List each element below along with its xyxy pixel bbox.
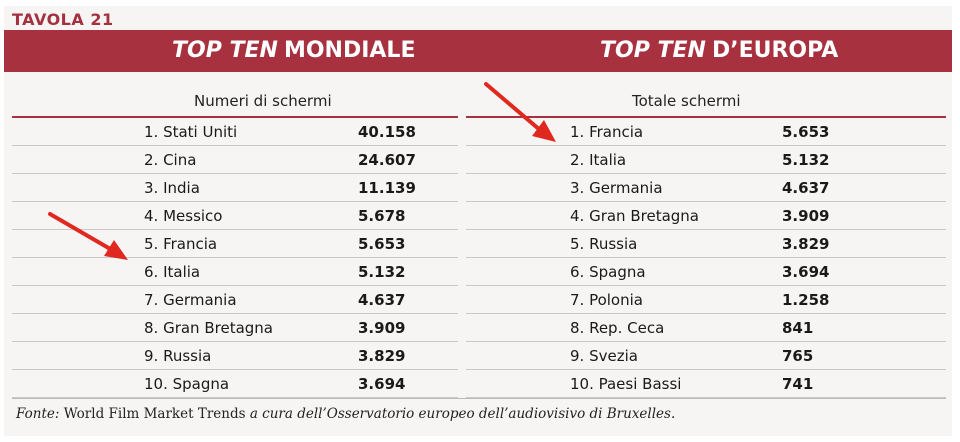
- title-europe-rest: D’EUROPA: [711, 38, 839, 63]
- country-name: 6. Spagna: [570, 263, 646, 281]
- screen-count: 5.653: [782, 123, 830, 141]
- screen-count: 5.653: [358, 235, 406, 253]
- table-row: 3. India 11.139: [12, 174, 458, 202]
- country-name: 3. Germania: [570, 179, 663, 197]
- red-arrow-icon: [484, 82, 556, 142]
- world-table: 1. Stati Uniti 40.158 2. Cina 24.607 3. In…: [12, 118, 458, 398]
- title-europe: TOP TEN D’EUROPA: [600, 30, 838, 72]
- table-label: TAVOLA 21: [12, 10, 114, 29]
- screen-count: 24.607: [358, 151, 416, 169]
- table-row: 5. Russia 3.829: [466, 230, 946, 258]
- country-name: 9. Svezia: [570, 347, 638, 365]
- screen-count: 3.694: [358, 375, 406, 393]
- screen-count: 741: [782, 375, 814, 393]
- country-name: 8. Rep. Ceca: [570, 319, 665, 337]
- country-name: 1. Francia: [570, 123, 644, 141]
- screen-count: 841: [782, 319, 814, 337]
- country-name: 2. Cina: [144, 151, 197, 169]
- table-row: 2. Italia 5.132: [466, 146, 946, 174]
- country-name: 3. India: [144, 179, 200, 197]
- country-name: 4. Messico: [144, 207, 223, 225]
- country-name: 1. Stati Uniti: [144, 123, 238, 141]
- screen-count: 765: [782, 347, 814, 365]
- title-band: TOP TEN MONDIALE TOP TEN D’EUROPA: [4, 30, 952, 72]
- country-name: 8. Gran Bretagna: [144, 319, 273, 337]
- country-name: 9. Russia: [144, 347, 212, 365]
- screen-count: 3.829: [782, 235, 830, 253]
- screen-count: 4.637: [358, 291, 406, 309]
- table-row: 4. Messico 5.678: [12, 202, 458, 230]
- table-row: 9. Svezia 765: [466, 342, 946, 370]
- table-row: 7. Germania 4.637: [12, 286, 458, 314]
- country-name: 10. Paesi Bassi: [570, 375, 682, 393]
- screen-count: 3.909: [782, 207, 830, 225]
- table-row: 6. Spagna 3.694: [466, 258, 946, 286]
- table-row: 3. Germania 4.637: [466, 174, 946, 202]
- europe-table: 1. Francia 5.653 2. Italia 5.132 3. German…: [466, 118, 946, 398]
- column-header-world: Numeri di schermi: [194, 92, 332, 110]
- country-name: 4. Gran Bretagna: [570, 207, 699, 225]
- country-name: 10. Spagna: [144, 375, 230, 393]
- country-name: 2. Italia: [570, 151, 627, 169]
- title-world-rest: MONDIALE: [283, 38, 416, 63]
- screen-count: 5.678: [358, 207, 406, 225]
- footnote-source: World Film Market Trends: [63, 406, 246, 422]
- table-row: 4. Gran Bretagna 3.909: [466, 202, 946, 230]
- country-name: 5. Francia: [144, 235, 218, 253]
- screen-count: 4.637: [782, 179, 830, 197]
- table-row: 10. Spagna 3.694: [12, 370, 458, 398]
- header-rule-europe: [466, 116, 946, 118]
- footnote-rest: a cura dell’Osservatorio europeo dell’au…: [249, 406, 676, 422]
- title-europe-em: TOP TEN: [600, 38, 706, 63]
- table-row: 1. Stati Uniti 40.158: [12, 118, 458, 146]
- screen-count: 5.132: [358, 263, 406, 281]
- title-world: TOP TEN MONDIALE: [172, 30, 415, 72]
- table-row: 8. Gran Bretagna 3.909: [12, 314, 458, 342]
- header-rule-world: [12, 116, 458, 118]
- footnote-rule: [12, 398, 946, 399]
- screen-count: 11.139: [358, 179, 416, 197]
- table-row: 10. Paesi Bassi 741: [466, 370, 946, 398]
- screen-count: 3.909: [358, 319, 406, 337]
- table-row: 5. Francia 5.653: [12, 230, 458, 258]
- column-header-europe: Totale schermi: [632, 92, 741, 110]
- screen-count: 40.158: [358, 123, 416, 141]
- country-name: 7. Polonia: [570, 291, 643, 309]
- footnote: Fonte: World Film Market Trends a cura d…: [16, 406, 675, 422]
- screen-count: 3.694: [782, 263, 830, 281]
- table-row: 9. Russia 3.829: [12, 342, 458, 370]
- table-row: 7. Polonia 1.258: [466, 286, 946, 314]
- table-row: 2. Cina 24.607: [12, 146, 458, 174]
- table-row: 6. Italia 5.132: [12, 258, 458, 286]
- country-name: 5. Russia: [570, 235, 638, 253]
- screen-count: 1.258: [782, 291, 830, 309]
- red-arrow-icon: [48, 212, 128, 260]
- screen-count: 5.132: [782, 151, 830, 169]
- country-name: 6. Italia: [144, 263, 201, 281]
- table-card: TAVOLA 21 TOP TEN MONDIALE TOP TEN D’EUROP…: [4, 6, 952, 436]
- country-name: 7. Germania: [144, 291, 237, 309]
- title-world-em: TOP TEN: [172, 38, 278, 63]
- table-row: 8. Rep. Ceca 841: [466, 314, 946, 342]
- footnote-label: Fonte:: [16, 406, 60, 422]
- screen-count: 3.829: [358, 347, 406, 365]
- table-row: 1. Francia 5.653: [466, 118, 946, 146]
